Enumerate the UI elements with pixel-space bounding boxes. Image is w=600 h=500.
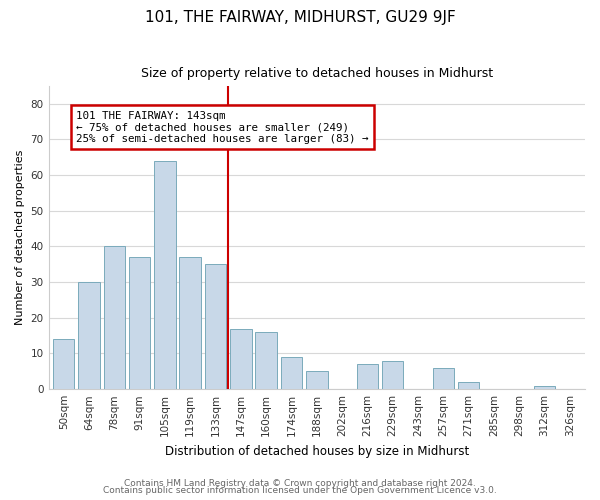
Bar	[281, 357, 302, 389]
Title: Size of property relative to detached houses in Midhurst: Size of property relative to detached ho…	[141, 68, 493, 80]
Y-axis label: Number of detached properties: Number of detached properties	[15, 150, 25, 325]
Bar	[306, 372, 328, 389]
Bar	[205, 264, 226, 389]
Bar	[154, 161, 176, 389]
Bar	[179, 257, 201, 389]
Bar	[256, 332, 277, 389]
Bar	[104, 246, 125, 389]
Text: Contains HM Land Registry data © Crown copyright and database right 2024.: Contains HM Land Registry data © Crown c…	[124, 478, 476, 488]
Text: 101, THE FAIRWAY, MIDHURST, GU29 9JF: 101, THE FAIRWAY, MIDHURST, GU29 9JF	[145, 10, 455, 25]
Bar	[356, 364, 378, 389]
Bar	[382, 360, 403, 389]
Bar	[129, 257, 151, 389]
Bar	[534, 386, 555, 389]
Bar	[78, 282, 100, 389]
X-axis label: Distribution of detached houses by size in Midhurst: Distribution of detached houses by size …	[164, 444, 469, 458]
Bar	[230, 328, 251, 389]
Bar	[433, 368, 454, 389]
Bar	[458, 382, 479, 389]
Text: 101 THE FAIRWAY: 143sqm
← 75% of detached houses are smaller (249)
25% of semi-d: 101 THE FAIRWAY: 143sqm ← 75% of detache…	[76, 111, 369, 144]
Text: Contains public sector information licensed under the Open Government Licence v3: Contains public sector information licen…	[103, 486, 497, 495]
Bar	[53, 339, 74, 389]
